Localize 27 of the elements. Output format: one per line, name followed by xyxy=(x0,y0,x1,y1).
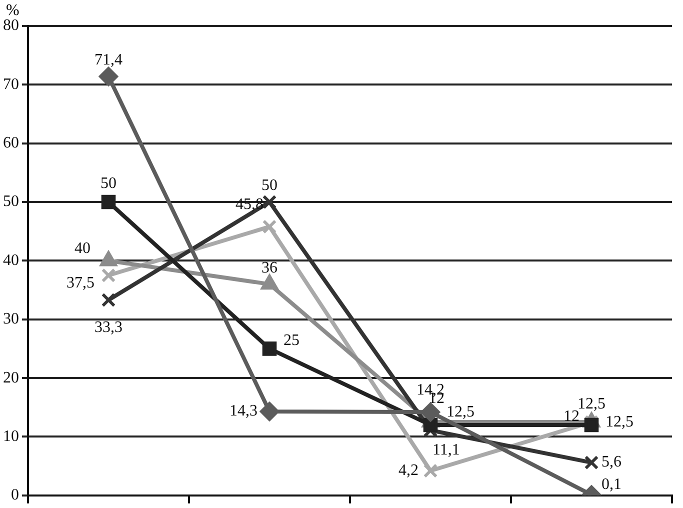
data-label: 5,6 xyxy=(602,454,622,471)
data-label: 50 xyxy=(262,177,278,194)
y-tick-label: 0 xyxy=(11,486,19,504)
data-label: 0,1 xyxy=(602,476,622,494)
data-label: 37,5 xyxy=(66,274,94,292)
data-label: 40 xyxy=(74,240,90,257)
data-label: 4,2 xyxy=(398,462,418,479)
y-axis-title: % xyxy=(6,2,20,19)
y-tick-label: 40 xyxy=(3,252,19,269)
data-label: 12,5 xyxy=(446,403,474,420)
data-label: 12,5 xyxy=(606,413,634,430)
data-label: 33,3 xyxy=(94,319,122,336)
data-label: 12,5 xyxy=(578,395,606,412)
data-label: 50 xyxy=(100,175,116,192)
y-tick-label: 20 xyxy=(3,369,19,386)
y-tick-label: 70 xyxy=(3,76,19,93)
data-label: 11,1 xyxy=(432,441,460,458)
y-tick-label: 60 xyxy=(3,134,19,152)
data-label: 12 xyxy=(564,408,580,426)
y-tick-label: 80 xyxy=(3,17,19,34)
data-label: 25 xyxy=(284,332,300,349)
data-label: 71,4 xyxy=(94,52,122,69)
y-tick-label: 50 xyxy=(3,193,19,210)
data-label: 14,3 xyxy=(230,402,258,420)
y-tick-label: 10 xyxy=(3,428,19,445)
data-label: 36 xyxy=(262,259,278,276)
y-tick-label: 30 xyxy=(3,310,19,328)
